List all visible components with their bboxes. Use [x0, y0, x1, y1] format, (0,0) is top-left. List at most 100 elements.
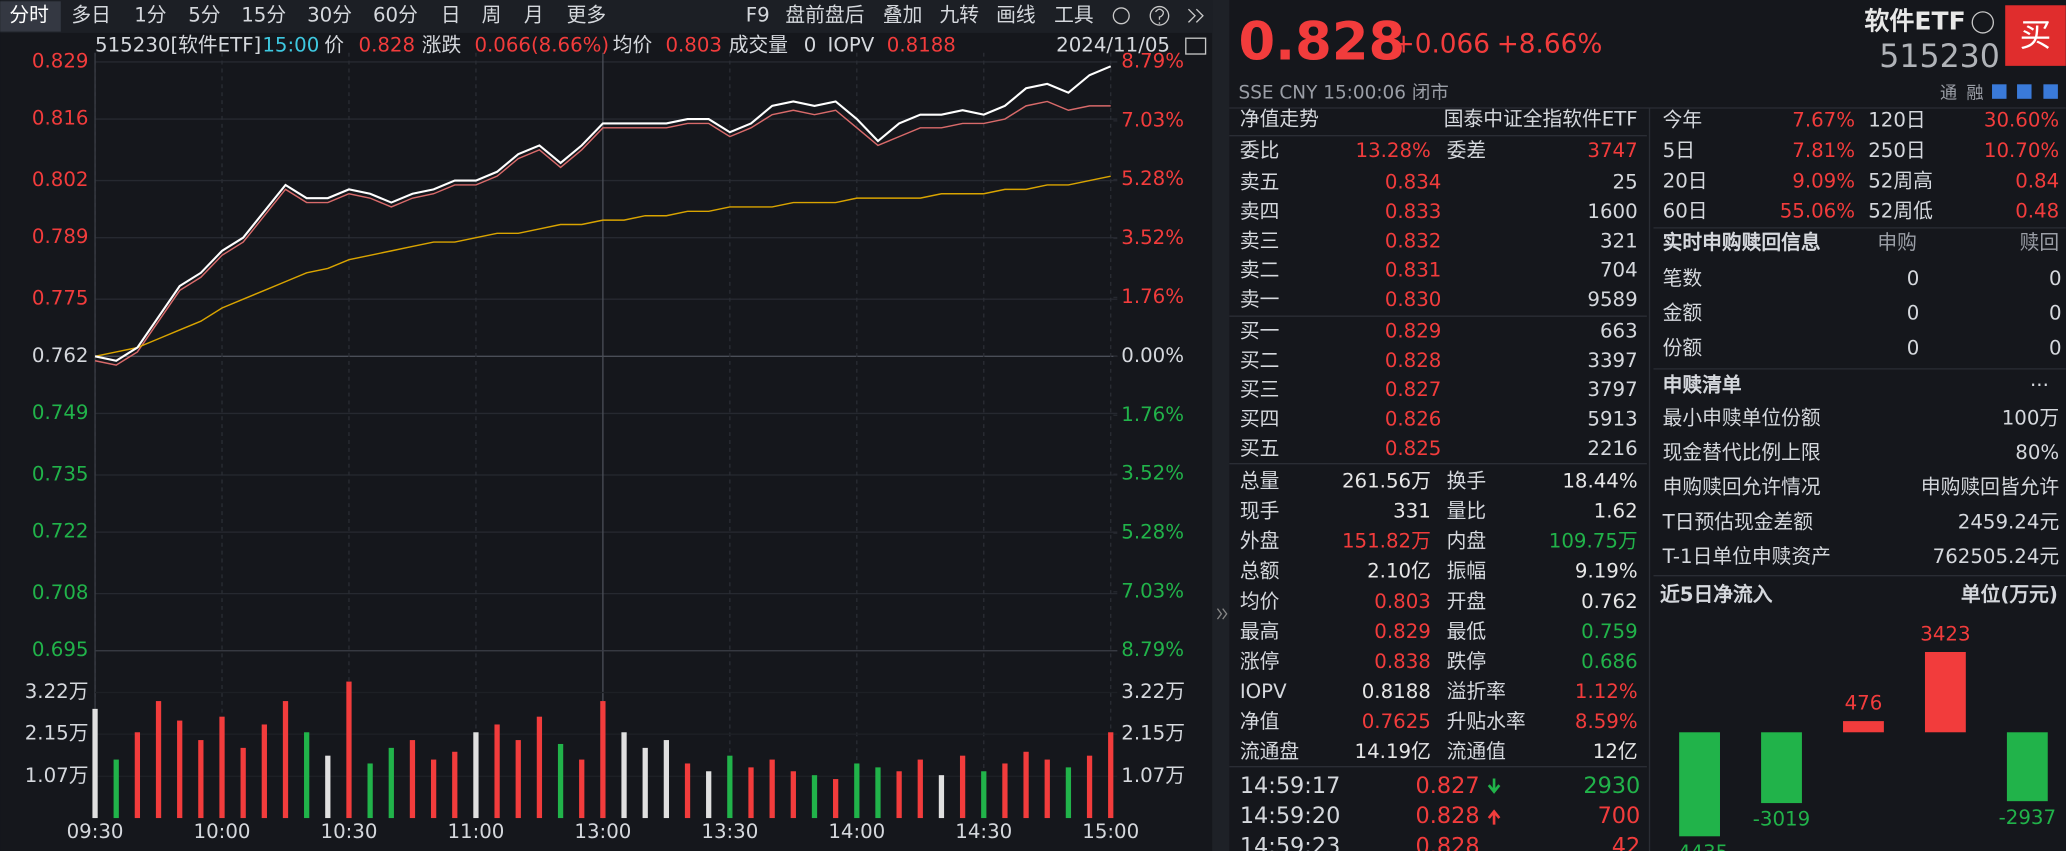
- toolbar-icons: [1112, 5, 1994, 55]
- tool[interactable]: 叠加: [883, 3, 923, 26]
- volume-bar: [1002, 763, 1008, 819]
- book-level: 卖三: [1240, 229, 1280, 252]
- volume-bar: [452, 751, 458, 819]
- collapse-icon[interactable]: [1216, 608, 1228, 620]
- stat-label: 均价: [1240, 590, 1280, 613]
- settings-icon[interactable]: [1112, 7, 1130, 25]
- window-icon[interactable]: [2017, 84, 2032, 99]
- volume-bar: [769, 759, 775, 819]
- series-line: [94, 65, 1112, 362]
- book-level: 买三: [1240, 378, 1280, 401]
- list-value: 2459.24元: [1958, 510, 2059, 533]
- tab[interactable]: 30分: [307, 3, 352, 26]
- active-tab-bg: [0, 1, 61, 32]
- tab[interactable]: 5分: [188, 3, 220, 26]
- volume-bar: [198, 740, 204, 819]
- x-tick-label: 10:00: [194, 820, 251, 843]
- tab[interactable]: 多日: [71, 3, 111, 26]
- stat-value: 0.762: [1581, 590, 1638, 613]
- tool[interactable]: 画线: [996, 3, 1036, 26]
- stat-value: 0.8188: [1362, 680, 1431, 703]
- screen-icon[interactable]: [1185, 37, 1207, 55]
- x-tick-label: 14:00: [828, 820, 885, 843]
- y2-tick-label: 8.79%: [1121, 638, 1184, 661]
- y-tick-label: 0.829: [32, 49, 89, 72]
- book-level: 卖五: [1240, 171, 1280, 194]
- tab[interactable]: 60分: [373, 3, 418, 26]
- stat-value: 0.686: [1581, 650, 1638, 673]
- stat-label: 外盘: [1240, 530, 1280, 553]
- info-icon[interactable]: [1971, 11, 1994, 34]
- price: 0.828: [359, 34, 416, 57]
- stat-label: 量比: [1447, 500, 1487, 523]
- tab[interactable]: 日: [441, 3, 461, 26]
- volume-bar: [642, 747, 648, 819]
- tool[interactable]: 工具: [1054, 3, 1094, 26]
- arrow-up: [1487, 809, 1501, 825]
- perf-label: 20日: [1663, 169, 1708, 192]
- y2-tick-label: 7.03%: [1121, 108, 1184, 131]
- column-header: 申购: [1877, 231, 1917, 254]
- book-level: 买一: [1240, 319, 1280, 342]
- book-level: 买四: [1240, 408, 1280, 431]
- volume-bar: [748, 767, 754, 819]
- tab[interactable]: 月: [524, 3, 544, 26]
- y-tick-label: 0.735: [32, 462, 89, 485]
- tab[interactable]: 分时: [9, 3, 49, 26]
- series-line: [94, 100, 1111, 366]
- edit-icon[interactable]: [1992, 84, 2007, 99]
- price-label: 价: [324, 34, 344, 57]
- trade-time: 14:59:17: [1240, 773, 1340, 799]
- sub-value: 0: [2049, 337, 2062, 360]
- buy-button-bg[interactable]: [2005, 5, 2066, 66]
- help-icon[interactable]: [1149, 5, 1170, 26]
- unit-label: 单位(万元): [1961, 583, 2058, 606]
- volume-bar: [240, 747, 246, 819]
- buy-button[interactable]: 买: [2020, 18, 2052, 54]
- ratio: 13.28%: [1356, 139, 1431, 162]
- sub-value: 0: [1907, 337, 1920, 360]
- y2-tick-label: 7.03%: [1121, 579, 1184, 602]
- stat-value: 8.59%: [1575, 710, 1638, 733]
- tool[interactable]: 九转: [939, 3, 979, 26]
- tool[interactable]: 盘前盘后: [785, 3, 864, 26]
- volume-bar: [938, 775, 945, 819]
- perf-label: 250日: [1868, 139, 1925, 162]
- tab[interactable]: 15分: [241, 3, 286, 26]
- book-price: 0.827: [1385, 378, 1442, 401]
- stat-value: 0.803: [1374, 590, 1431, 613]
- section-title: 申赎清单: [1663, 373, 1742, 396]
- tool[interactable]: F9: [746, 3, 770, 26]
- volume-bar: [854, 763, 860, 819]
- volume-bar: [875, 767, 881, 819]
- volume-bar: [113, 759, 119, 819]
- list-label: T日预估现金差额: [1662, 510, 1814, 533]
- volume-bar: [896, 771, 902, 819]
- stat-label: 换手: [1447, 470, 1487, 493]
- tab[interactable]: 更多: [567, 3, 607, 26]
- add-icon[interactable]: [2043, 84, 2058, 99]
- series-line: [94, 175, 1111, 358]
- volume-bar: [346, 681, 352, 819]
- y2-tick-label: 5.28%: [1121, 167, 1184, 190]
- book-price: 0.834: [1385, 171, 1442, 194]
- volume-bar: [833, 779, 839, 819]
- stat-label: 流通值: [1447, 740, 1506, 763]
- tab[interactable]: 1分: [134, 3, 166, 26]
- book-volume: 25: [1613, 171, 1638, 194]
- tab[interactable]: 周: [482, 3, 502, 26]
- perf-value: 0.84: [2015, 169, 2059, 192]
- book-level: 买二: [1240, 349, 1280, 372]
- perf-label: 今年: [1663, 109, 1703, 132]
- inflow-bar: [2006, 732, 2048, 802]
- more-button[interactable]: ···: [2030, 373, 2049, 396]
- stat-label: 升贴水率: [1447, 710, 1526, 733]
- expand-icon[interactable]: [1187, 8, 1204, 23]
- y2-tick-label: 1.76%: [1121, 285, 1184, 308]
- sub-value: 0: [1907, 267, 1920, 290]
- quote-code: 515230: [1879, 39, 2000, 75]
- x-tick-label: 13:30: [701, 820, 758, 843]
- book-level: 买五: [1240, 437, 1280, 460]
- divider[interactable]: [1212, 0, 1230, 851]
